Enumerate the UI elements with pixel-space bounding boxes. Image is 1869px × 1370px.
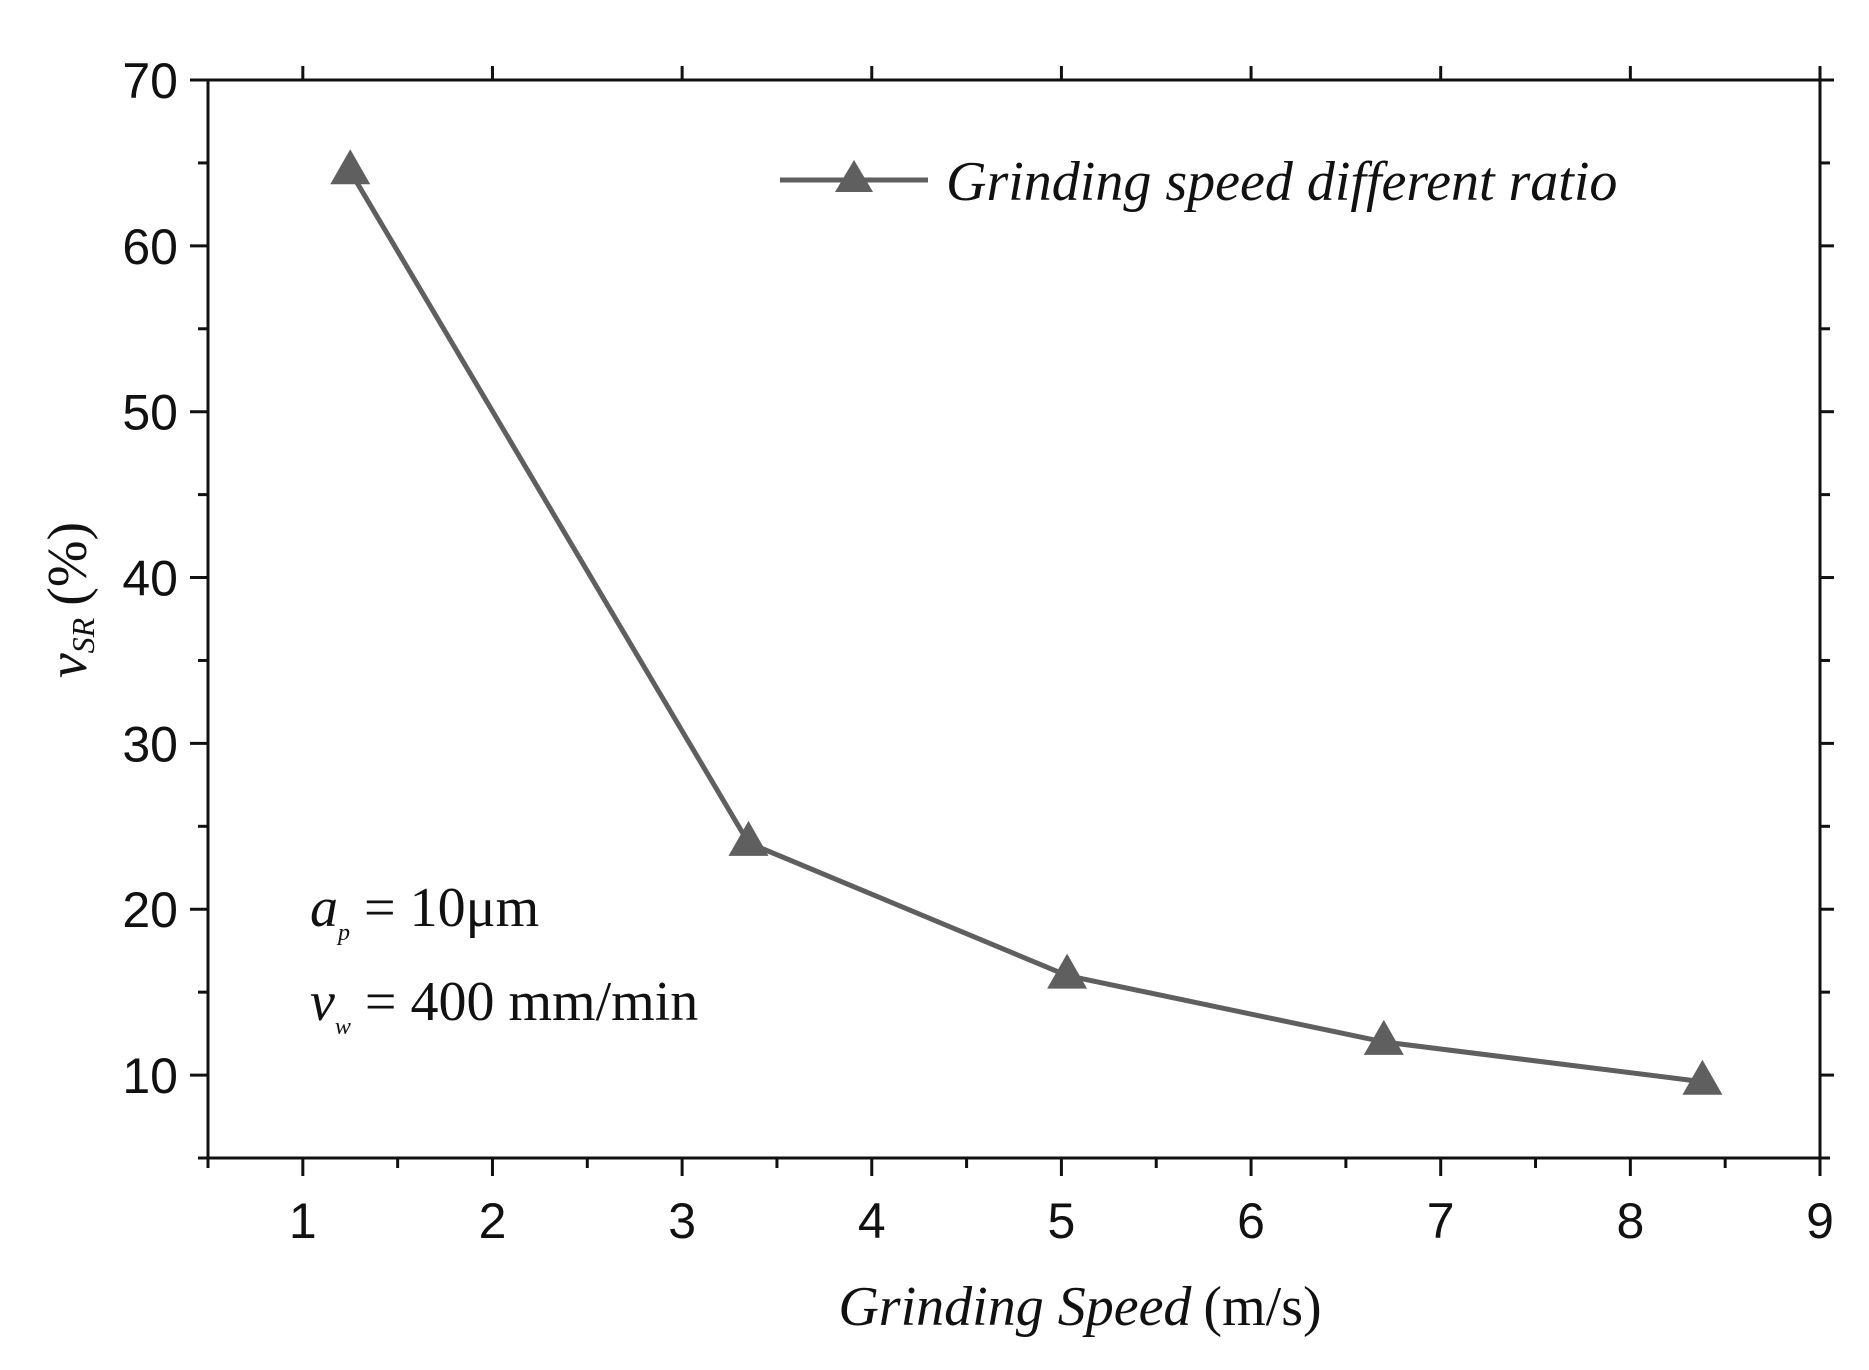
x-axis-label-name: Grinding Speed [838,1276,1192,1338]
y-tick-labels: 10 20 30 40 50 60 70 [122,53,178,1104]
x-tick-label: 1 [289,1193,317,1249]
x-tick-label: 4 [858,1193,886,1249]
series-line [348,169,1703,1085]
annotation-depth: ap = 10μm [310,877,539,946]
annotation-feed-symbol: v [310,971,335,1033]
data-point-triangle [1047,953,1088,989]
y-tick-label: 10 [122,1048,178,1104]
series-layer [330,149,1723,1095]
y-tick-label: 40 [122,551,178,607]
x-tick-label: 7 [1427,1193,1455,1249]
y-tick-label: 60 [122,219,178,275]
x-tick-label: 2 [479,1193,507,1249]
x-tick-labels: 1 2 3 4 5 6 7 8 9 [289,1193,1834,1249]
y-tick-label: 50 [122,385,178,441]
annotation-feed-value: = 400 mm/min [351,971,698,1033]
y-axis-label-sub: SR [65,617,101,653]
x-axis-label: Grinding Speed (m/s) [838,1276,1321,1338]
plot-frame [206,78,1822,1160]
y-tick-label: 30 [122,716,178,772]
x-tick-label: 6 [1237,1193,1265,1249]
y-tick-label: 20 [122,882,178,938]
x-tick-label: 3 [668,1193,696,1249]
axis-ticks [190,66,1834,1176]
data-point-triangle [330,149,371,185]
legend: Grinding speed different ratio [780,151,1617,213]
data-point-triangle [1682,1059,1723,1095]
y-axis-label-unit: (%) [37,522,99,606]
x-tick-label: 8 [1616,1193,1644,1249]
legend-triangle-icon [835,160,873,192]
annotation-depth-sub: p [336,920,350,946]
y-axis-label-symbol: v [37,653,99,678]
annotation-feed: vw = 400 mm/min [310,971,698,1040]
y-tick-label: 70 [122,53,178,109]
x-tick-label: 9 [1806,1193,1834,1249]
legend-label: Grinding speed different ratio [946,151,1617,213]
data-point-triangle [728,820,769,856]
annotation-depth-symbol: a [310,877,338,939]
annotation-block: ap = 10μm vw = 400 mm/min [310,877,698,1040]
annotation-depth-value: = 10μm [350,877,539,939]
x-tick-label: 5 [1048,1193,1076,1249]
data-point-triangle [1363,1019,1404,1055]
annotation-feed-sub: w [335,1014,351,1040]
x-axis-label-unit: (m/s) [1203,1276,1321,1338]
y-axis-label: vSR (%) [37,522,101,678]
